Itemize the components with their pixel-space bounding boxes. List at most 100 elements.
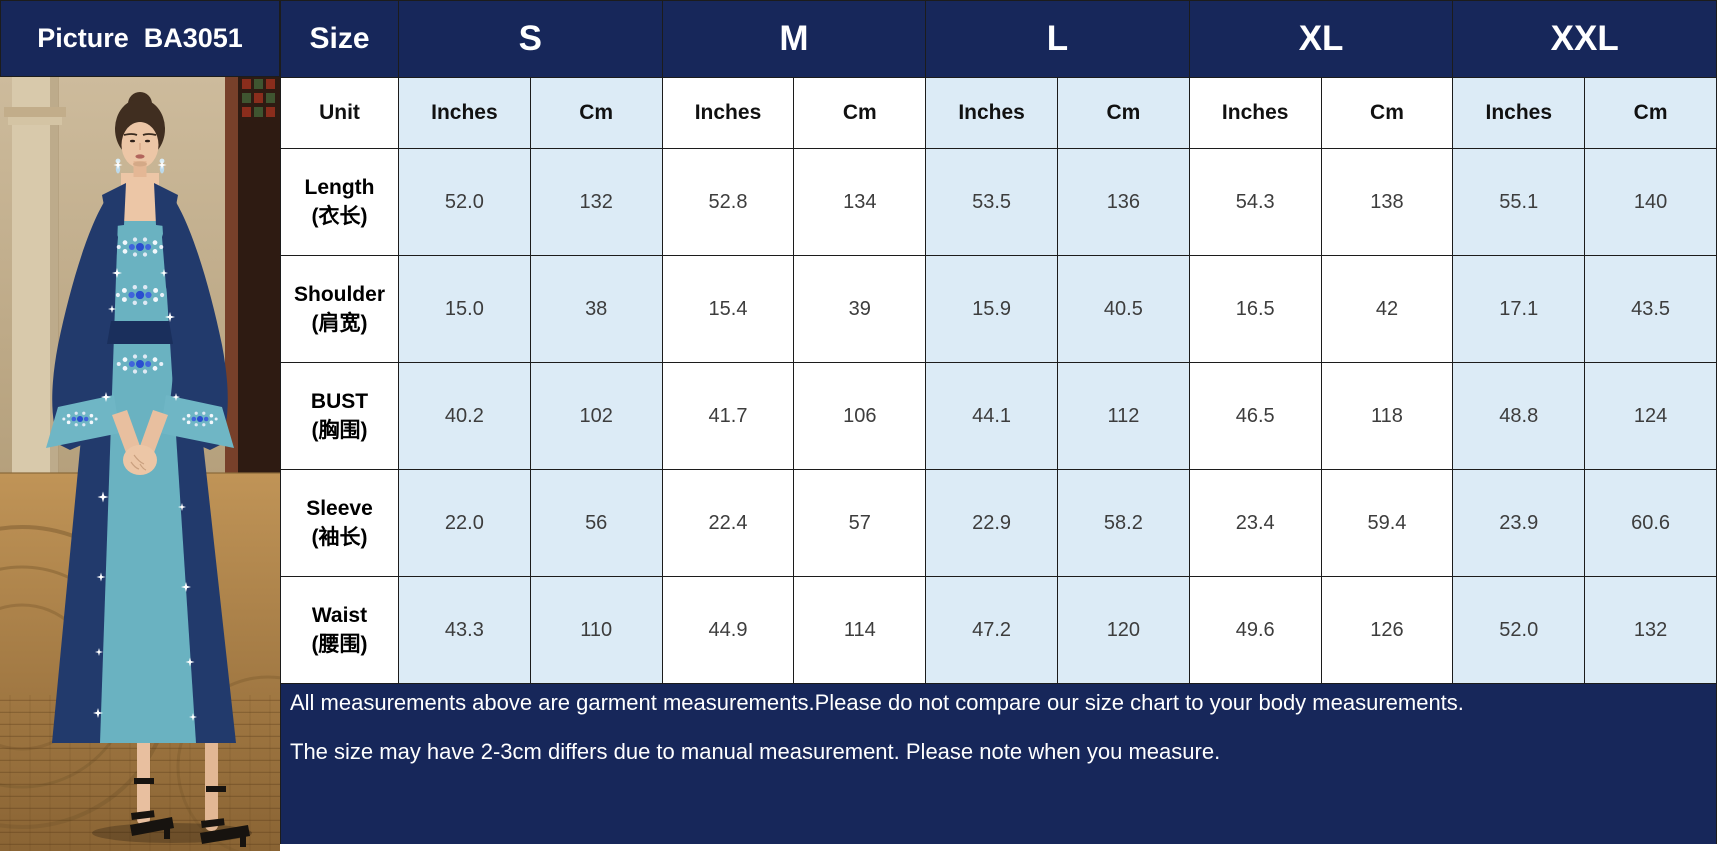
unit-cell-inches: Inches <box>398 77 531 149</box>
size-table-column: Size S M L XL XXL Unit Inches Cm Inches Cm Inches Cm… <box>280 0 1717 852</box>
value-cell: 15.0 <box>398 255 531 363</box>
measurement-row: Waist (腰围) 43.3 110 44.9 114 47.2 120 49.6 126 52.… <box>280 576 1717 684</box>
value-cell: 43.3 <box>398 576 531 684</box>
size-chart-table: Size S M L XL XXL Unit Inches Cm Inches Cm Inches Cm… <box>280 0 1717 684</box>
value-cell: 132 <box>1584 576 1717 684</box>
value-cell: 124 <box>1584 362 1717 470</box>
value-cell: 22.4 <box>661 469 795 577</box>
bottom-strip <box>280 844 1717 852</box>
value-cell: 134 <box>793 148 927 256</box>
row-label: Shoulder (肩宽) <box>280 255 399 363</box>
measurement-row: BUST (胸围) 40.2 102 41.7 106 44.1 112 46.5 118 48.8… <box>280 362 1717 470</box>
disclaimer-line-2: The size may have 2-3cm differs due to m… <box>290 739 1221 765</box>
disclaimer-line-1: All measurements above are garment measu… <box>290 690 1464 715</box>
size-header-l: L <box>925 0 1190 78</box>
size-header: Size <box>280 0 399 78</box>
value-cell: 52.0 <box>1452 576 1586 684</box>
value-cell: 55.1 <box>1452 148 1586 256</box>
unit-cell-cm: Cm <box>1056 77 1190 149</box>
value-cell: 17.1 <box>1452 255 1586 363</box>
value-cell: 43.5 <box>1584 255 1717 363</box>
value-cell: 112 <box>1056 362 1190 470</box>
value-cell: 110 <box>529 576 663 684</box>
value-cell: 40.2 <box>398 362 531 470</box>
unit-header: Unit <box>280 77 399 149</box>
size-header-xl: XL <box>1188 0 1454 78</box>
value-cell: 41.7 <box>661 362 795 470</box>
row-label: Waist (腰围) <box>280 576 399 684</box>
row-label-en: Length <box>304 175 375 199</box>
unit-cell-inches: Inches <box>1452 77 1586 149</box>
value-cell: 44.9 <box>661 576 795 684</box>
row-label-en: Sleeve <box>306 496 373 520</box>
unit-row: Unit Inches Cm Inches Cm Inches Cm Inches Cm Inch… <box>280 77 1717 149</box>
value-cell: 53.5 <box>925 148 1058 256</box>
value-cell: 22.9 <box>925 469 1058 577</box>
value-cell: 120 <box>1056 576 1190 684</box>
value-cell: 46.5 <box>1188 362 1322 470</box>
row-label: Sleeve (袖长) <box>280 469 399 577</box>
disclaimer: All measurements above are garment measu… <box>280 684 1717 844</box>
measurement-row: Length (衣长) 52.0 132 52.8 134 53.5 136 54.3 138 55… <box>280 148 1717 256</box>
unit-cell-inches: Inches <box>1188 77 1322 149</box>
picture-header-label: Picture BA3051 <box>37 23 243 53</box>
unit-cell-cm: Cm <box>1584 77 1717 149</box>
measurement-row: Shoulder (肩宽) 15.0 38 15.4 39 15.9 40.5 16.5 42 17… <box>280 255 1717 363</box>
value-cell: 23.9 <box>1452 469 1586 577</box>
measurement-row: Sleeve (袖长) 22.0 56 22.4 57 22.9 58.2 23.4 59.4 23… <box>280 469 1717 577</box>
unit-cell-cm: Cm <box>793 77 927 149</box>
value-cell: 40.5 <box>1056 255 1190 363</box>
value-cell: 38 <box>529 255 663 363</box>
value-cell: 59.4 <box>1320 469 1454 577</box>
value-cell: 52.0 <box>398 148 531 256</box>
value-cell: 15.9 <box>925 255 1058 363</box>
value-cell: 52.8 <box>661 148 795 256</box>
value-cell: 23.4 <box>1188 469 1322 577</box>
unit-cell-cm: Cm <box>1320 77 1454 149</box>
value-cell: 47.2 <box>925 576 1058 684</box>
product-photo-illustration <box>0 77 280 851</box>
picture-column: Picture BA3051 <box>0 0 280 851</box>
product-photo <box>0 77 280 851</box>
row-label-en: Waist <box>311 603 368 627</box>
value-cell: 16.5 <box>1188 255 1322 363</box>
row-label-zh: (腰围) <box>311 633 368 656</box>
value-cell: 49.6 <box>1188 576 1322 684</box>
row-label-en: BUST <box>310 389 369 413</box>
unit-cell-inches: Inches <box>925 77 1058 149</box>
value-cell: 39 <box>793 255 927 363</box>
value-cell: 22.0 <box>398 469 531 577</box>
size-header-xxl: XXL <box>1452 0 1717 78</box>
row-label: Length (衣长) <box>280 148 399 256</box>
value-cell: 15.4 <box>661 255 795 363</box>
value-cell: 136 <box>1056 148 1190 256</box>
row-label-zh: (胸围) <box>311 419 368 442</box>
size-header-s: S <box>398 0 663 78</box>
value-cell: 48.8 <box>1452 362 1586 470</box>
unit-cell-inches: Inches <box>661 77 795 149</box>
unit-cell-cm: Cm <box>529 77 663 149</box>
row-label-en: Shoulder <box>293 282 385 306</box>
value-cell: 138 <box>1320 148 1454 256</box>
value-cell: 42 <box>1320 255 1454 363</box>
value-cell: 60.6 <box>1584 469 1717 577</box>
value-cell: 56 <box>529 469 663 577</box>
value-cell: 102 <box>529 362 663 470</box>
value-cell: 114 <box>793 576 927 684</box>
row-label: BUST (胸围) <box>280 362 399 470</box>
value-cell: 140 <box>1584 148 1717 256</box>
size-header-m: M <box>661 0 927 78</box>
value-cell: 44.1 <box>925 362 1058 470</box>
value-cell: 58.2 <box>1056 469 1190 577</box>
value-cell: 132 <box>529 148 663 256</box>
size-header-row: Size S M L XL XXL <box>280 0 1717 78</box>
value-cell: 126 <box>1320 576 1454 684</box>
value-cell: 54.3 <box>1188 148 1322 256</box>
row-label-zh: (衣长) <box>311 205 368 228</box>
row-label-zh: (肩宽) <box>311 312 368 335</box>
value-cell: 106 <box>793 362 927 470</box>
value-cell: 57 <box>793 469 927 577</box>
picture-header: Picture BA3051 <box>0 0 280 77</box>
row-label-zh: (袖长) <box>311 526 368 549</box>
